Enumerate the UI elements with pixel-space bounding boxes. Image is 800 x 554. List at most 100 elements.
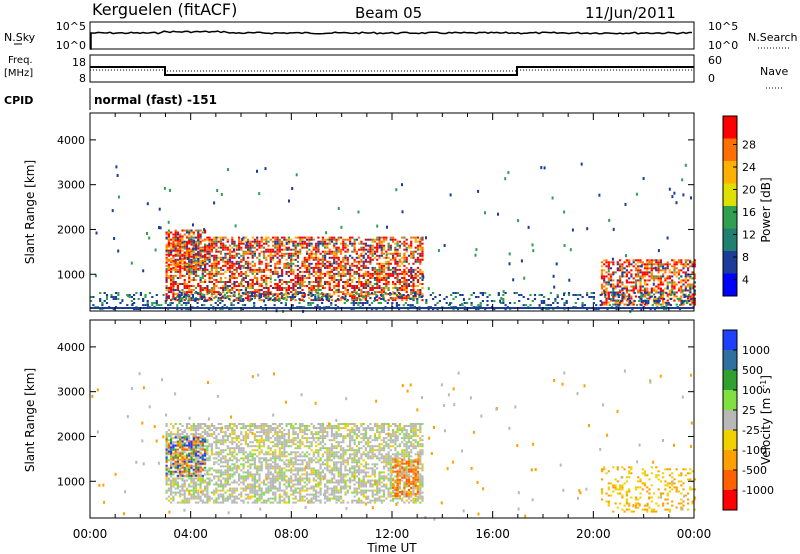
echo-cell <box>253 427 256 430</box>
echo-cell <box>367 260 370 263</box>
echo-cell <box>190 433 193 436</box>
echo-cell <box>547 308 550 311</box>
echo-cell <box>410 252 413 255</box>
echo-cell <box>233 240 236 243</box>
echo-cell <box>475 296 478 298</box>
echo-cell <box>382 248 386 251</box>
echo-cell <box>351 287 354 289</box>
echo-cell <box>179 262 182 265</box>
echo-cell <box>231 447 234 450</box>
echo-cell <box>240 469 243 472</box>
echo-cell <box>641 295 644 298</box>
echo-cell <box>170 279 173 281</box>
echo-cell <box>249 453 252 456</box>
echo-cell <box>181 433 184 436</box>
echo-cell <box>654 308 657 311</box>
scatter-echo <box>187 257 189 260</box>
echo-cell <box>172 481 175 484</box>
echo-cell <box>344 244 347 247</box>
echo-cell <box>176 251 179 254</box>
echo-cell <box>253 433 256 436</box>
echo-cell <box>296 293 300 296</box>
echo-cell <box>165 443 168 446</box>
echo-cell <box>267 485 270 488</box>
echo-cell <box>315 279 318 281</box>
echo-cell <box>217 475 220 478</box>
echo-cell <box>256 279 259 281</box>
echo-cell <box>294 283 297 285</box>
echo-cell <box>238 297 241 300</box>
echo-cell <box>190 238 193 241</box>
echo-cell <box>643 281 647 284</box>
echo-cell <box>689 265 692 268</box>
echo-cell <box>342 281 345 283</box>
echo-cell <box>382 308 385 311</box>
echo-cell <box>253 461 256 464</box>
echo-cell <box>174 283 177 285</box>
echo-cell <box>181 265 184 268</box>
echo-cell <box>655 285 658 288</box>
echo-cell <box>450 302 453 304</box>
echo-cell <box>265 491 268 494</box>
echo-cell <box>298 298 301 300</box>
echo-cell <box>172 277 175 279</box>
echo-cell <box>281 297 284 300</box>
echo-cell <box>215 445 218 448</box>
echo-cell <box>358 268 361 271</box>
echo-cell <box>199 289 202 291</box>
echo-cell <box>192 239 195 242</box>
echo-cell <box>693 277 696 280</box>
echo-cell <box>387 256 390 259</box>
echo-cell <box>167 296 170 298</box>
echo-cell <box>244 266 247 269</box>
echo-cell <box>410 242 413 245</box>
echo-cell <box>256 501 259 504</box>
echo-cell <box>628 271 631 274</box>
echo-cell <box>258 242 261 245</box>
echo-cell <box>199 455 202 458</box>
echo-cell <box>682 279 685 282</box>
echo-cell <box>416 291 420 294</box>
echo-cell <box>170 263 173 266</box>
echo-cell <box>612 297 615 300</box>
echo-cell <box>224 465 227 468</box>
echo-cell <box>226 260 229 263</box>
echo-cell <box>385 262 388 265</box>
echo-cell <box>110 294 113 296</box>
echo-cell <box>299 285 302 287</box>
echo-cell <box>324 240 327 243</box>
echo-cell <box>181 266 184 269</box>
echo-cell <box>172 477 175 480</box>
echo-cell <box>185 461 189 464</box>
echo-cell <box>335 246 338 249</box>
echo-cell <box>206 262 209 265</box>
scatter-echo <box>202 267 204 271</box>
echo-cell <box>337 283 340 285</box>
echo-cell <box>174 254 177 257</box>
echo-cell <box>315 264 318 267</box>
echo-cell <box>247 483 250 486</box>
echo-cell <box>339 252 343 255</box>
echo-cell <box>174 481 177 484</box>
echo-cell <box>249 283 252 285</box>
scatter-echo <box>95 231 98 235</box>
echo-cell <box>335 252 338 255</box>
echo-cell <box>179 249 182 252</box>
echo-cell <box>188 493 191 496</box>
echo-cell <box>373 293 377 296</box>
echo-cell <box>274 244 277 247</box>
echo-cell <box>403 252 406 255</box>
echo-cell <box>235 469 238 472</box>
echo-cell <box>249 285 252 287</box>
scatter-echo <box>223 293 226 297</box>
echo-cell <box>233 447 236 450</box>
echo-cell <box>470 294 473 296</box>
echo-cell <box>208 479 211 482</box>
echo-cell <box>167 235 170 238</box>
echo-cell <box>272 287 275 289</box>
echo-cell <box>344 287 347 289</box>
echo-cell <box>614 287 617 290</box>
echo-cell <box>691 301 694 304</box>
echo-cell <box>414 277 417 279</box>
echo-cell <box>342 291 345 294</box>
